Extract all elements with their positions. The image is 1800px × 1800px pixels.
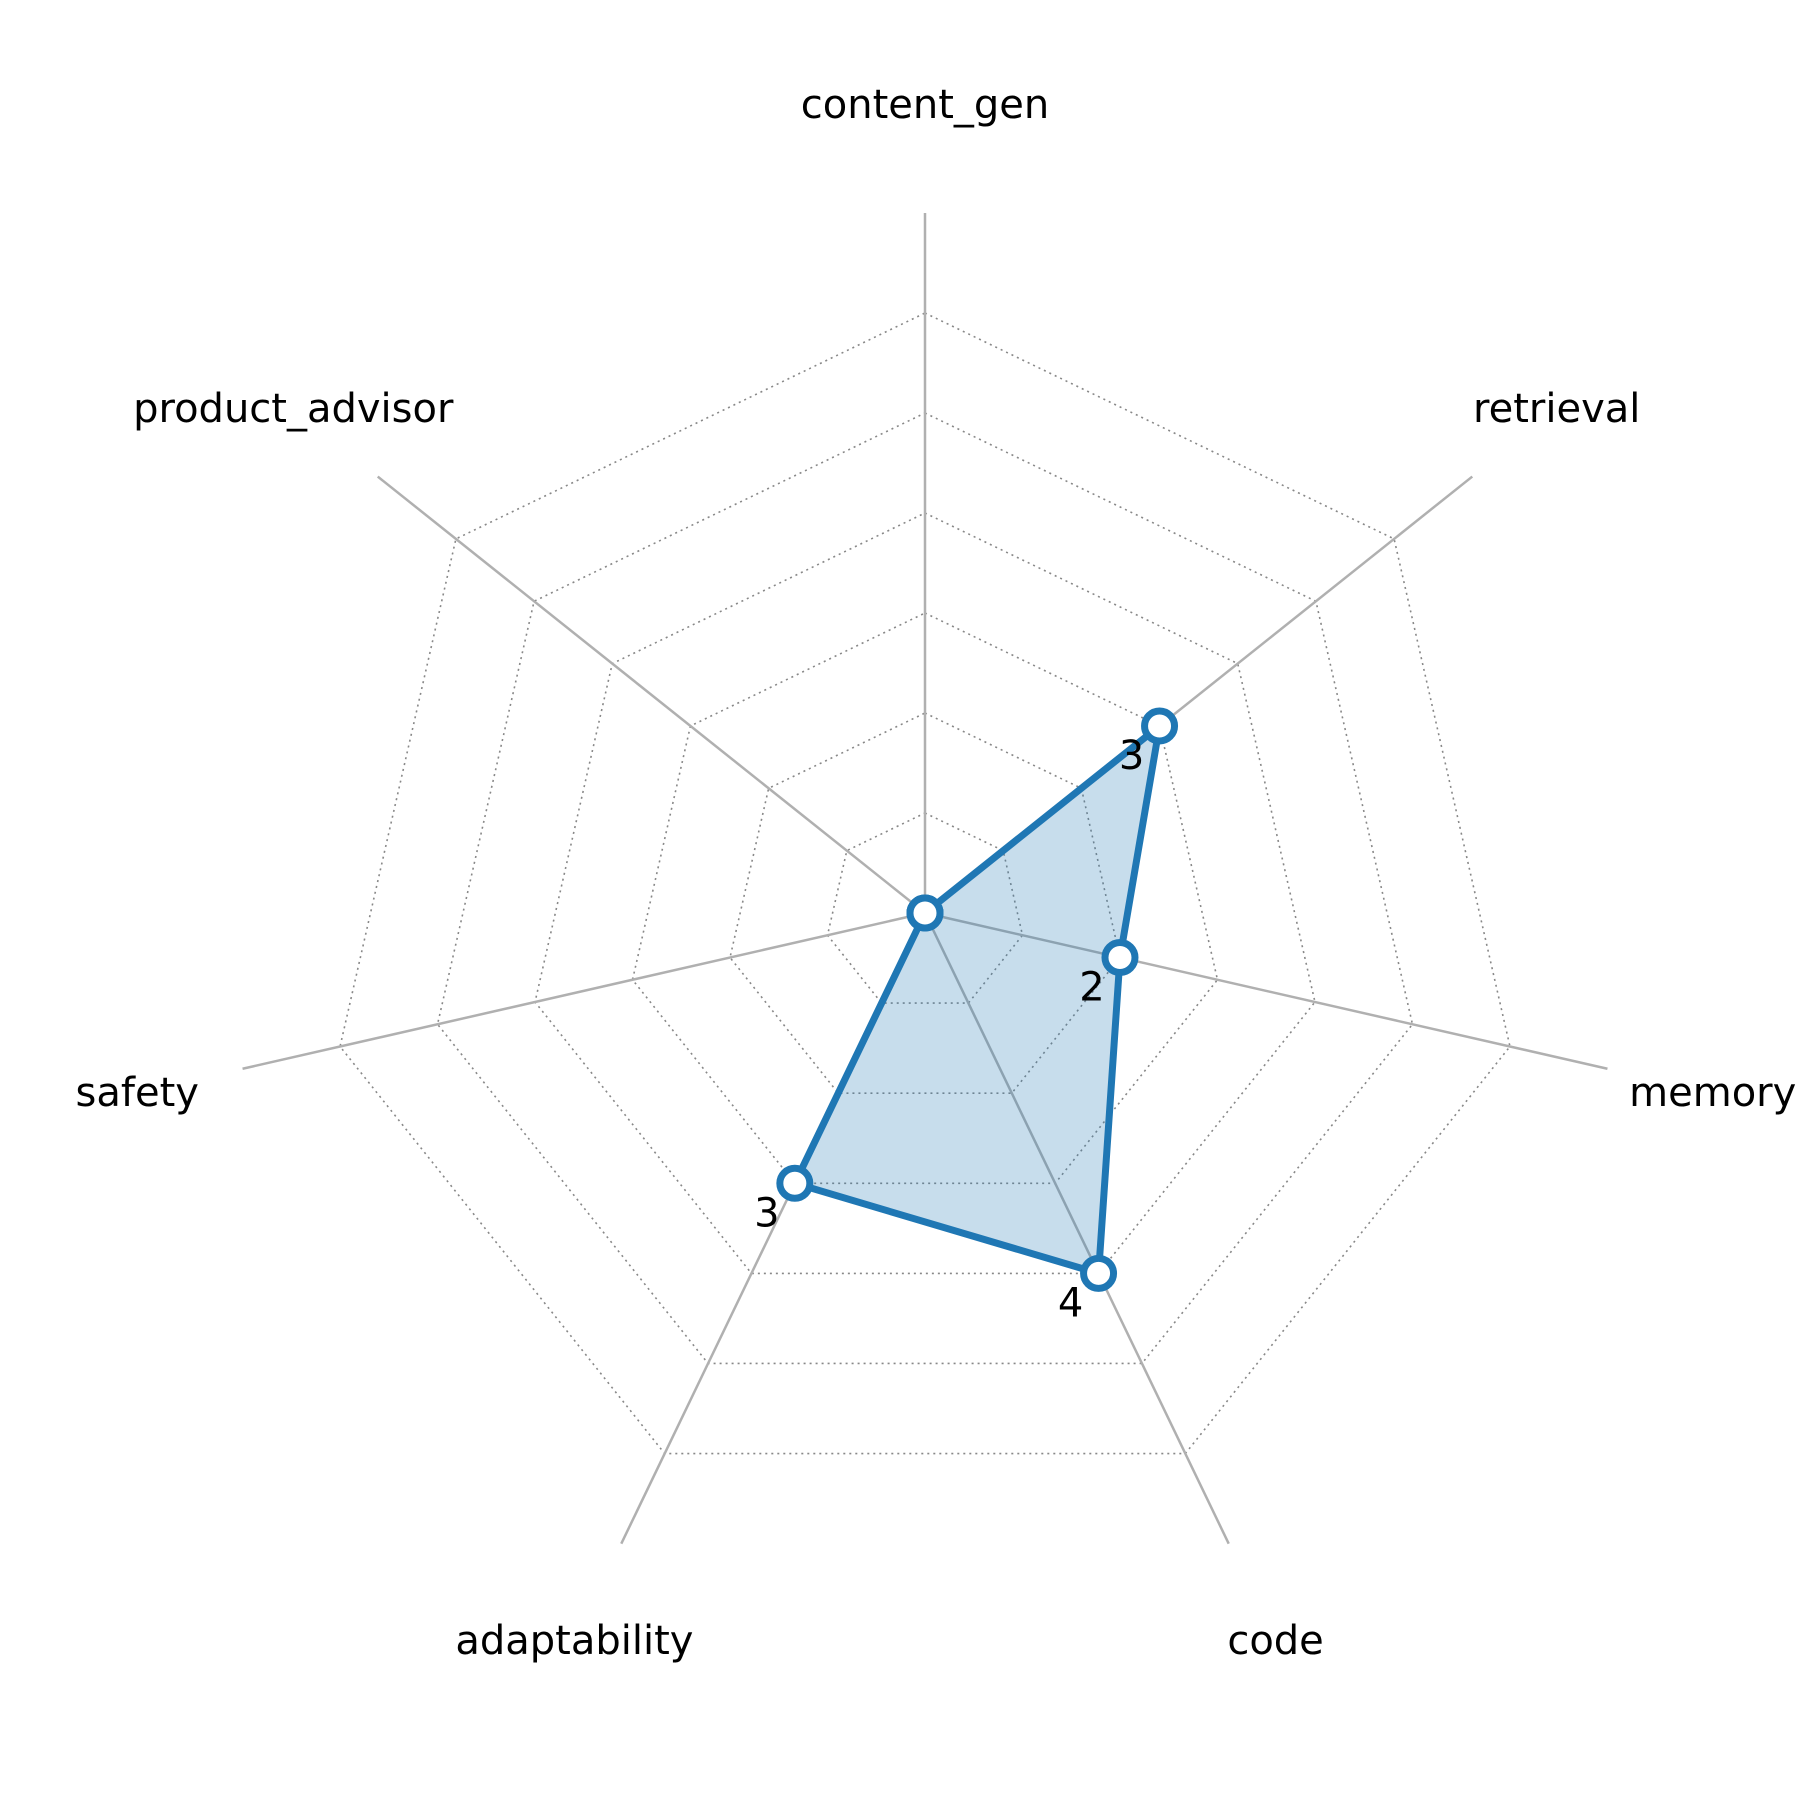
data-label-code: 4 xyxy=(1058,1280,1083,1326)
axis-line-safety xyxy=(242,911,926,1070)
axis-label-memory: memory xyxy=(1629,1070,1796,1116)
axis-line-code xyxy=(923,912,1230,1545)
grid-ring-2 xyxy=(729,712,1121,1094)
grid-ring-5 xyxy=(436,412,1414,1365)
axis-label-code: code xyxy=(1227,1618,1323,1664)
axis-label-content_gen: content_gen xyxy=(801,82,1050,128)
data-point-memory xyxy=(1101,939,1139,977)
series-area xyxy=(794,725,1160,1274)
data-label-adaptability: 3 xyxy=(754,1190,779,1236)
axis-label-adaptability: adaptability xyxy=(455,1618,693,1664)
data-label-memory: 2 xyxy=(1079,965,1104,1011)
data-point-adaptability xyxy=(776,1164,814,1202)
grid-ring-3 xyxy=(631,612,1219,1185)
axis-label-retrieval: retrieval xyxy=(1473,386,1640,432)
series-layer xyxy=(776,707,1179,1292)
series-line xyxy=(791,722,1164,1277)
grid-ring-6 xyxy=(339,312,1511,1455)
grid-layer xyxy=(339,312,1511,1455)
axis-label-product_advisor: product_advisor xyxy=(133,386,454,432)
data-point-code xyxy=(1080,1254,1118,1292)
data-point-retrieval xyxy=(1141,707,1179,745)
data-label-retrieval: 3 xyxy=(1119,733,1144,779)
axis-layer xyxy=(242,213,1608,1545)
axis-line-memory xyxy=(924,911,1608,1070)
label-layer: content_gen retrieval memory code adaptabili… xyxy=(76,82,1797,1664)
axis-line-product_advisor xyxy=(376,475,926,914)
data-point-product_advisor xyxy=(906,894,944,932)
axis-label-safety: safety xyxy=(76,1070,199,1116)
